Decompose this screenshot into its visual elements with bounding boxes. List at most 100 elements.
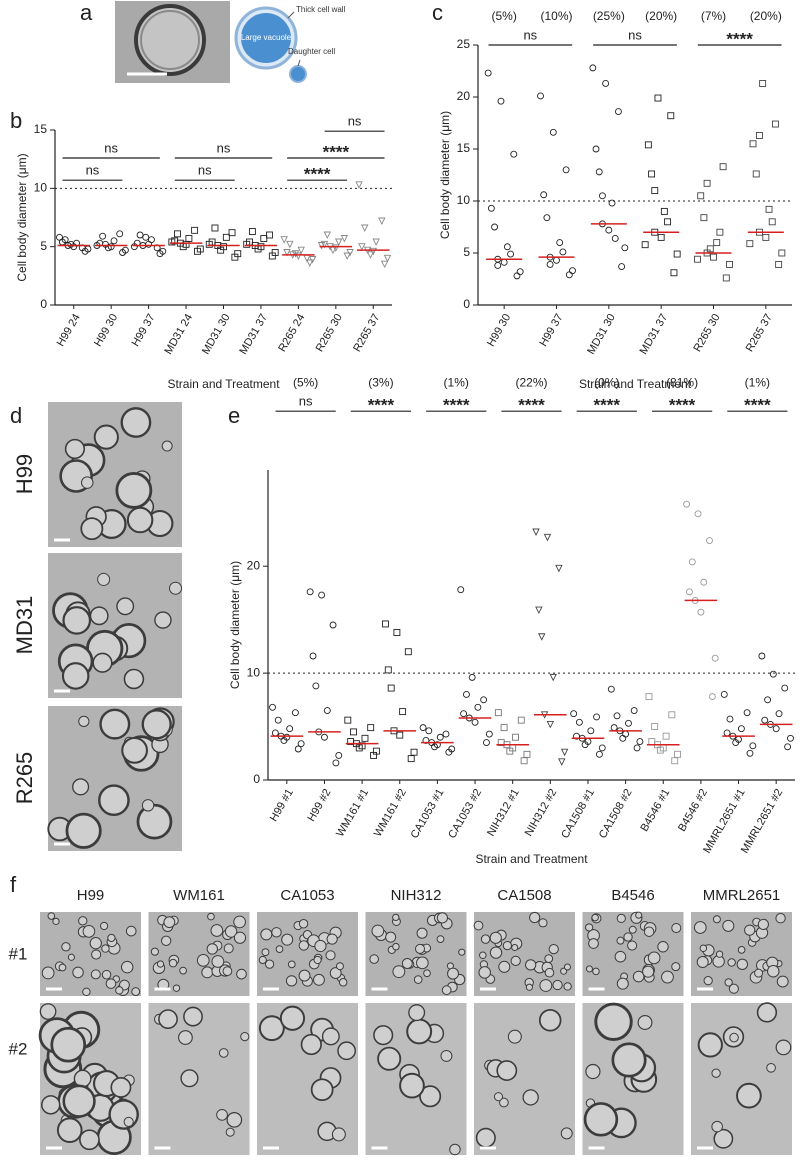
data-point [485, 730, 493, 738]
data-point [355, 744, 363, 752]
y-tick-label: 25 [457, 37, 471, 51]
cell [41, 966, 55, 980]
data-point [369, 247, 378, 256]
percent-label: (10%) [540, 9, 572, 23]
cell [92, 652, 113, 673]
data-point [297, 740, 305, 748]
cell [258, 1015, 285, 1042]
cell [218, 1048, 229, 1058]
y-tick-label: 20 [247, 558, 261, 572]
cell [240, 1032, 250, 1042]
data-point [318, 591, 326, 599]
strain-label: B4546 [611, 887, 654, 904]
cell [377, 1046, 402, 1071]
cell [178, 1030, 193, 1045]
cell [222, 966, 233, 977]
cell [529, 911, 541, 924]
cell [41, 1095, 61, 1115]
cell [502, 940, 512, 951]
data-point [619, 734, 627, 742]
data-point [367, 724, 375, 732]
cell [766, 1063, 776, 1073]
data-point [726, 260, 733, 268]
data-point [291, 250, 300, 258]
cell [754, 968, 764, 978]
cell [715, 950, 724, 958]
data-point [323, 707, 331, 714]
data-point [618, 263, 626, 270]
cell [392, 942, 400, 951]
cell [298, 940, 309, 951]
cell [480, 934, 491, 944]
data-point [355, 181, 363, 189]
leader-line [297, 59, 301, 67]
y-tick-label: 5 [40, 239, 47, 253]
data-point [513, 272, 521, 280]
cell [50, 1026, 87, 1063]
cell [89, 937, 102, 950]
cell [712, 915, 721, 924]
x-axis-title: Strain and Treatment [579, 377, 692, 391]
data-point [765, 205, 773, 213]
cell [100, 921, 109, 931]
cell [154, 611, 172, 629]
cell [105, 978, 117, 989]
cell [413, 975, 423, 984]
cell [563, 982, 572, 991]
significance-label: ns [523, 27, 537, 42]
cell [711, 1068, 721, 1078]
photo-label: H99 [12, 454, 37, 494]
cell [216, 1108, 228, 1121]
cell [93, 424, 119, 450]
cell [72, 778, 90, 796]
data-point [510, 150, 518, 158]
cell [62, 606, 92, 635]
cell [158, 1009, 178, 1029]
data-point [517, 716, 525, 724]
cell [563, 963, 571, 971]
cell [163, 916, 176, 929]
data-point [755, 132, 763, 139]
data-point [431, 743, 438, 751]
data-point [347, 738, 355, 745]
data-point [297, 246, 305, 255]
data-point [404, 648, 412, 656]
data-point [474, 703, 482, 711]
cell [300, 1033, 322, 1056]
cell [314, 939, 327, 953]
data-point [506, 747, 514, 755]
data-point [605, 226, 613, 234]
cell [489, 931, 502, 944]
data-point [611, 234, 619, 242]
cell [693, 921, 707, 934]
cell [108, 1099, 139, 1130]
data-point [425, 727, 433, 735]
cell [671, 962, 681, 972]
data-point [168, 238, 176, 246]
cell [406, 1018, 433, 1045]
data-point [685, 588, 693, 596]
cell [80, 517, 104, 541]
cell [552, 979, 563, 991]
data-point [772, 725, 780, 733]
data-point [308, 256, 317, 264]
cell [371, 924, 385, 938]
significance-label: **** [744, 396, 771, 415]
cell [325, 950, 336, 961]
data-point [174, 230, 181, 238]
data-point [697, 608, 705, 616]
data-point [535, 606, 543, 615]
cell [123, 668, 145, 690]
data-point [268, 252, 276, 260]
data-point [334, 238, 343, 247]
significance-label: **** [443, 396, 470, 415]
data-point [396, 731, 404, 739]
cell [493, 1092, 504, 1102]
data-point [228, 229, 236, 237]
data-point [358, 243, 366, 251]
cell [61, 662, 90, 690]
cell [647, 951, 661, 965]
data-point [761, 716, 769, 724]
cell [39, 1003, 57, 1020]
data-point [323, 231, 332, 240]
